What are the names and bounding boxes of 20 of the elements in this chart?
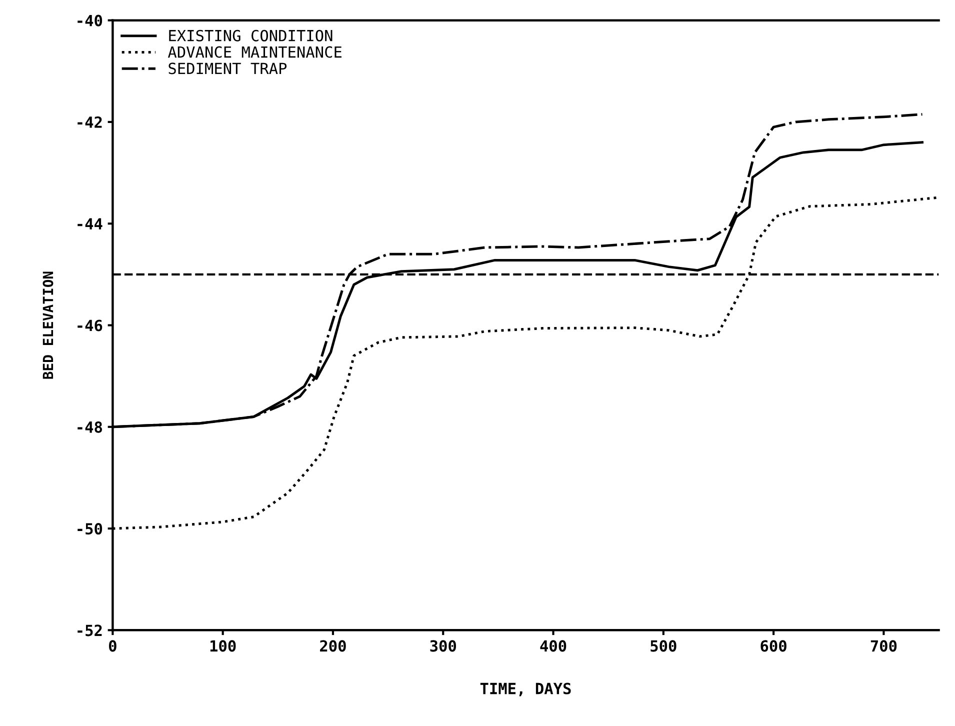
x-tick-label: 100	[210, 640, 236, 652]
y-tick-label: -42	[78, 116, 102, 128]
y-tick-label: -48	[78, 421, 102, 433]
y-tick-label: -52	[78, 624, 102, 636]
x-tick-label: 300	[430, 640, 456, 652]
legend-label: ADVANCE MAINTENANCE	[168, 46, 342, 58]
x-tick-label: 200	[320, 640, 346, 652]
x-axis-title: TIME, DAYS	[480, 682, 571, 696]
legend-label: EXISTING CONDITION	[169, 30, 332, 42]
y-axis-title: BED ELEVATION	[42, 272, 54, 379]
y-tick-label: -40	[78, 14, 102, 26]
y-tick-label: -46	[78, 320, 102, 332]
x-tick-label: 600	[760, 640, 786, 652]
x-tick-label: 0	[109, 640, 116, 652]
x-tick-label: 500	[650, 640, 676, 652]
y-tick-label: -50	[78, 522, 102, 535]
x-tick-label: 400	[540, 640, 566, 652]
y-tick-label: -44	[78, 218, 102, 230]
legend-label: SEDIMENT TRAP	[168, 62, 287, 74]
x-tick-label: 700	[870, 640, 897, 652]
